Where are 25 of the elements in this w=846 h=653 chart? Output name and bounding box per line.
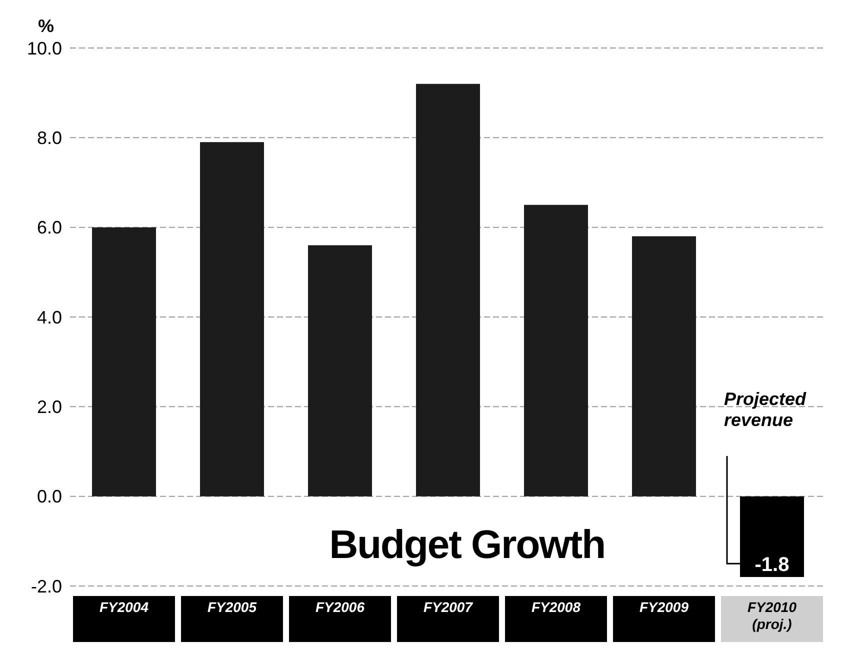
bar: [308, 245, 372, 496]
y-tick-label: 10.0: [26, 38, 62, 58]
y-tick-label: 6.0: [36, 218, 62, 238]
x-tick-label: FY2009: [639, 599, 689, 615]
x-tick-label: FY2006: [315, 599, 365, 615]
y-tick-label: 2.0: [36, 397, 62, 418]
y-tick-label: -2.0: [30, 576, 62, 596]
x-tick-label: FY2010 (proj.): [747, 599, 797, 632]
y-axis-title: %: [38, 16, 54, 37]
bar: [416, 84, 480, 496]
bar: [632, 236, 696, 496]
bar: [740, 496, 804, 578]
bar: [200, 142, 264, 496]
x-tick-label: FY2008: [531, 599, 581, 615]
x-tick-label: FY2007: [423, 599, 474, 615]
bar: [524, 204, 588, 496]
y-tick-label: 4.0: [36, 307, 62, 328]
y-tick-label: 8.0: [36, 128, 62, 148]
text: Budget Growth: [329, 523, 606, 568]
annotation: Projected revenue: [724, 388, 808, 431]
x-tick-label: FY2005: [207, 599, 257, 615]
data-label: -1.8: [754, 554, 790, 576]
y-tick-label: 0.0: [36, 486, 62, 507]
bar: [92, 227, 156, 496]
x-tick-label: FY2004: [99, 599, 149, 615]
